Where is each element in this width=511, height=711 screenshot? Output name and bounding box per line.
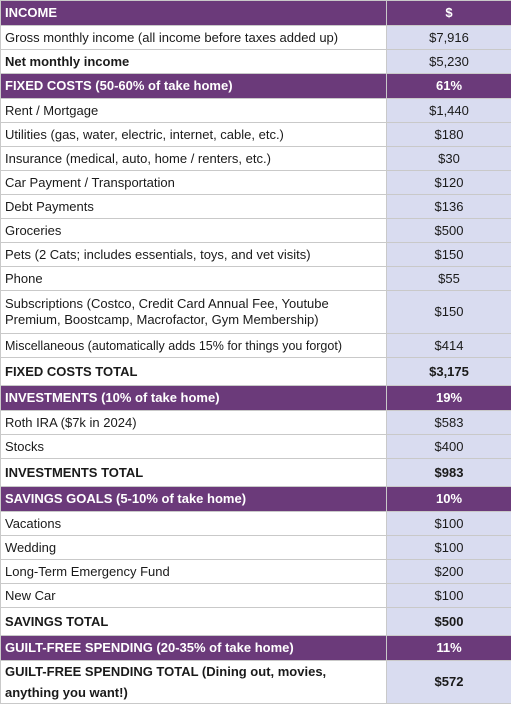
- row-value: $55: [386, 266, 511, 291]
- table-row: Debt Payments $136: [0, 194, 511, 219]
- table-row: Rent / Mortgage $1,440: [0, 98, 511, 123]
- section-value: 61%: [386, 73, 511, 99]
- total-label: INVESTMENTS TOTAL: [0, 458, 387, 487]
- table-row: Utilities (gas, water, electric, interne…: [0, 122, 511, 147]
- row-value: $100: [386, 511, 511, 536]
- row-value: $30: [386, 146, 511, 171]
- row-value: $180: [386, 122, 511, 147]
- row-value: $120: [386, 170, 511, 195]
- row-value: $1,440: [386, 98, 511, 123]
- row-value: $500: [386, 218, 511, 243]
- row-label: Pets (2 Cats; includes essentials, toys,…: [0, 242, 387, 267]
- section-header-savings-goals: SAVINGS GOALS (5-10% of take home) 10%: [0, 486, 511, 512]
- table-row: Long-Term Emergency Fund $200: [0, 559, 511, 584]
- section-total-fixed-costs: FIXED COSTS TOTAL $3,175: [0, 357, 511, 386]
- section-total-investments: INVESTMENTS TOTAL $983: [0, 458, 511, 487]
- row-value: $5,230: [386, 49, 511, 74]
- row-value: $150: [386, 242, 511, 267]
- table-row: Pets (2 Cats; includes essentials, toys,…: [0, 242, 511, 267]
- section-label: INCOME: [0, 0, 387, 26]
- total-value: $500: [386, 607, 511, 636]
- section-label: FIXED COSTS (50-60% of take home): [0, 73, 387, 99]
- row-label: Groceries: [0, 218, 387, 243]
- row-value: $414: [386, 333, 511, 358]
- row-label: Car Payment / Transportation: [0, 170, 387, 195]
- row-label: New Car: [0, 583, 387, 608]
- total-value: $983: [386, 458, 511, 487]
- table-row: Net monthly income $5,230: [0, 49, 511, 74]
- total-label: FIXED COSTS TOTAL: [0, 357, 387, 386]
- section-value: 11%: [386, 635, 511, 661]
- row-label: Wedding: [0, 535, 387, 560]
- section-label: INVESTMENTS (10% of take home): [0, 385, 387, 411]
- row-value: $136: [386, 194, 511, 219]
- row-value: $100: [386, 535, 511, 560]
- section-total-guilt-free-spending: GUILT-FREE SPENDING TOTAL (Dining out, m…: [0, 660, 511, 704]
- table-row: Wedding $100: [0, 535, 511, 560]
- section-header-fixed-costs: FIXED COSTS (50-60% of take home) 61%: [0, 73, 511, 99]
- row-label: Subscriptions (Costco, Credit Card Annua…: [0, 290, 387, 334]
- total-value: $572: [386, 660, 511, 704]
- table-row: Vacations $100: [0, 511, 511, 536]
- row-value: $150: [386, 290, 511, 334]
- section-value: 19%: [386, 385, 511, 411]
- section-header-guilt-free-spending: GUILT-FREE SPENDING (20-35% of take home…: [0, 635, 511, 661]
- row-label: Gross monthly income (all income before …: [0, 25, 387, 50]
- section-total-savings: SAVINGS TOTAL $500: [0, 607, 511, 636]
- section-value: $: [386, 0, 511, 26]
- table-row: Car Payment / Transportation $120: [0, 170, 511, 195]
- table-row: Groceries $500: [0, 218, 511, 243]
- table-row: Stocks $400: [0, 434, 511, 459]
- row-value: $100: [386, 583, 511, 608]
- row-label: Stocks: [0, 434, 387, 459]
- row-label: Rent / Mortgage: [0, 98, 387, 123]
- row-label: Net monthly income: [0, 49, 387, 74]
- total-value: $3,175: [386, 357, 511, 386]
- table-row: Roth IRA ($7k in 2024) $583: [0, 410, 511, 435]
- row-label: Phone: [0, 266, 387, 291]
- table-row: Gross monthly income (all income before …: [0, 25, 511, 50]
- row-label: Utilities (gas, water, electric, interne…: [0, 122, 387, 147]
- total-label: SAVINGS TOTAL: [0, 607, 387, 636]
- row-value: $200: [386, 559, 511, 584]
- row-value: $583: [386, 410, 511, 435]
- row-value: $7,916: [386, 25, 511, 50]
- table-row: Insurance (medical, auto, home / renters…: [0, 146, 511, 171]
- table-row: Phone $55: [0, 266, 511, 291]
- total-label: GUILT-FREE SPENDING TOTAL (Dining out, m…: [0, 660, 387, 704]
- section-label: GUILT-FREE SPENDING (20-35% of take home…: [0, 635, 387, 661]
- table-row: Miscellaneous (automatically adds 15% fo…: [0, 333, 511, 358]
- section-header-income: INCOME $: [0, 0, 511, 26]
- row-label: Debt Payments: [0, 194, 387, 219]
- row-label: Vacations: [0, 511, 387, 536]
- table-row: Subscriptions (Costco, Credit Card Annua…: [0, 290, 511, 334]
- row-value: $400: [386, 434, 511, 459]
- row-label: Insurance (medical, auto, home / renters…: [0, 146, 387, 171]
- row-label: Roth IRA ($7k in 2024): [0, 410, 387, 435]
- row-label: Long-Term Emergency Fund: [0, 559, 387, 584]
- section-value: 10%: [386, 486, 511, 512]
- table-row: New Car $100: [0, 583, 511, 608]
- section-header-investments: INVESTMENTS (10% of take home) 19%: [0, 385, 511, 411]
- section-label: SAVINGS GOALS (5-10% of take home): [0, 486, 387, 512]
- row-label: Miscellaneous (automatically adds 15% fo…: [0, 333, 387, 358]
